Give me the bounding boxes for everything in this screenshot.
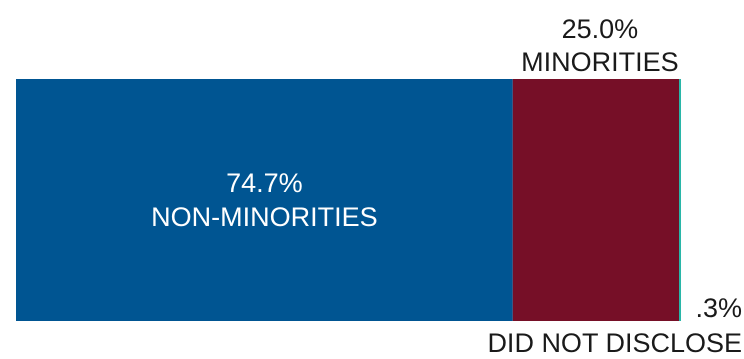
value-label-did-not-disclose: .3% [695,293,742,323]
bar-segment-non-minorities [16,79,513,321]
category-label-non-minorities: NON-MINORITIES [151,202,378,232]
bar-segment-minorities [512,79,680,321]
value-label-minorities: 25.0% [562,14,639,44]
value-label-non-minorities: 74.7% [226,168,303,198]
category-label-minorities: MINORITIES [521,47,679,77]
category-label-did-not-disclose: DID NOT DISCLOSE [487,328,742,358]
bar-segments [16,79,682,321]
bar-segment-did-not-disclose [679,79,682,321]
segment-labels: 74.7% NON-MINORITIES 25.0%MINORITIES .3% DID… [151,14,742,358]
